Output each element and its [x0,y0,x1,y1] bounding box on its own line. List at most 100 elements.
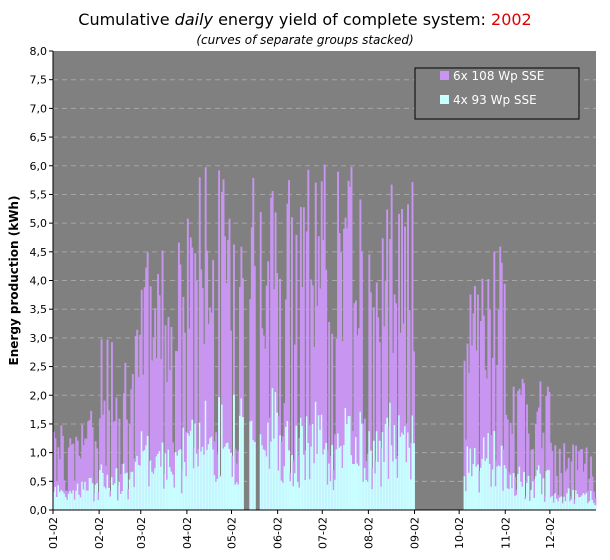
bar-4x93-wp-sse [360,423,363,510]
bar-6x108-wp-sse [111,342,113,510]
legend-label: 6x 108 Wp SSE [453,69,544,83]
bar-4x93-wp-sse [392,461,395,510]
bar-4x93-wp-sse [268,468,271,510]
bar-4x93-wp-sse [517,473,520,510]
chart-title: Cumulative daily energy yield of complet… [0,10,610,29]
x-tick-label: 11-02 [499,517,512,549]
bar-4x93-wp-sse [291,455,293,510]
bar-4x93-wp-sse [341,467,344,510]
bar-6x108-wp-sse [536,411,539,510]
bar-4x93-wp-sse [307,443,310,510]
legend-label: 4x 93 Wp SSE [453,93,537,107]
bar-6x108-wp-sse [564,471,567,510]
bar-4x93-wp-sse [60,490,63,510]
bar-4x93-wp-sse [476,464,479,510]
bar-4x93-wp-sse [124,473,127,510]
bar-4x93-wp-sse [233,394,235,510]
bar-4x93-wp-sse [570,499,573,510]
bar-4x93-wp-sse [466,446,469,510]
bar-4x93-wp-sse [128,479,131,510]
bar-4x93-wp-sse [295,425,298,510]
bar-4x93-wp-sse [292,486,295,510]
bar-6x108-wp-sse [567,457,570,510]
bar-4x93-wp-sse [118,481,121,510]
bar-4x93-wp-sse [584,494,586,510]
bar-4x93-wp-sse [514,496,517,510]
bar-4x93-wp-sse [139,465,142,510]
bar-4x93-wp-sse [411,415,414,510]
bar-6x108-wp-sse [487,279,490,510]
bar-6x108-wp-sse [299,207,302,510]
bar-6x108-wp-sse [167,316,170,510]
bar-4x93-wp-sse [125,472,128,510]
bar-4x93-wp-sse [85,490,88,510]
bar-4x93-wp-sse [169,467,171,510]
bar-4x93-wp-sse [78,494,81,510]
bar-4x93-wp-sse [298,487,301,510]
bar-4x93-wp-sse [576,494,579,510]
bar-4x93-wp-sse [219,476,222,510]
bar-4x93-wp-sse [179,449,182,510]
bar-4x93-wp-sse [253,441,256,510]
bar-6x108-wp-sse [90,410,93,510]
bar-6x108-wp-sse [344,217,347,511]
bar-4x93-wp-sse [285,426,287,510]
bar-6x108-wp-sse [368,254,371,510]
y-tick-label: 0,0 [30,504,48,517]
bar-4x93-wp-sse [143,450,146,510]
bar-4x93-wp-sse [63,493,66,510]
bar-4x93-wp-sse [265,456,268,510]
bar-4x93-wp-sse [484,460,487,510]
bar-4x93-wp-sse [164,453,167,510]
bar-4x93-wp-sse [552,502,555,510]
bar-4x93-wp-sse [468,472,470,510]
bar-6x108-wp-sse [88,419,91,510]
bar-4x93-wp-sse [325,442,328,510]
bar-6x108-wp-sse [270,197,273,510]
bar-4x93-wp-sse [378,440,381,510]
bar-6x108-wp-sse [204,167,207,510]
bar-4x93-wp-sse [228,448,231,510]
bar-4x93-wp-sse [76,483,79,510]
bar-6x108-wp-sse [294,344,296,510]
bar-4x93-wp-sse [399,436,402,510]
bar-6x108-wp-sse [215,432,218,510]
bar-4x93-wp-sse [111,477,113,510]
bar-4x93-wp-sse [485,458,488,510]
bar-6x108-wp-sse [69,438,72,510]
bar-6x108-wp-sse [131,374,134,510]
bar-4x93-wp-sse [585,492,588,510]
bar-6x108-wp-sse [158,295,161,510]
title-part1: Cumulative [78,10,175,29]
title-part2: daily [174,10,213,29]
x-tick-label: 05-02 [226,517,239,549]
bar-6x108-wp-sse [335,338,338,510]
bar-4x93-wp-sse [134,461,137,510]
bar-6x108-wp-sse [343,228,345,510]
bar-6x108-wp-sse [271,191,274,510]
x-tick-label: 08-02 [362,517,375,549]
bar-4x93-wp-sse [334,479,337,510]
bar-6x108-wp-sse [191,247,194,510]
bar-6x108-wp-sse [584,463,586,510]
bar-4x93-wp-sse [235,482,238,510]
bar-6x108-wp-sse [173,452,176,510]
y-tick-label: 2,5 [30,361,48,374]
y-tick-label: 4,0 [30,275,48,288]
bar-4x93-wp-sse [566,493,569,510]
bar-4x93-wp-sse [277,470,280,510]
bar-4x93-wp-sse [160,466,162,510]
bar-4x93-wp-sse [331,444,334,510]
bar-6x108-wp-sse [262,335,265,510]
bar-6x108-wp-sse [79,458,82,510]
bar-4x93-wp-sse [198,422,201,510]
y-tick-label: 1,5 [30,418,48,431]
bar-4x93-wp-sse [352,463,354,510]
bar-4x93-wp-sse [316,453,319,510]
bar-6x108-wp-sse [105,465,107,510]
bar-4x93-wp-sse [173,487,176,510]
bar-6x108-wp-sse [233,244,235,510]
bar-6x108-wp-sse [228,218,231,510]
bar-4x93-wp-sse [170,471,173,510]
bar-6x108-wp-sse [587,490,589,510]
